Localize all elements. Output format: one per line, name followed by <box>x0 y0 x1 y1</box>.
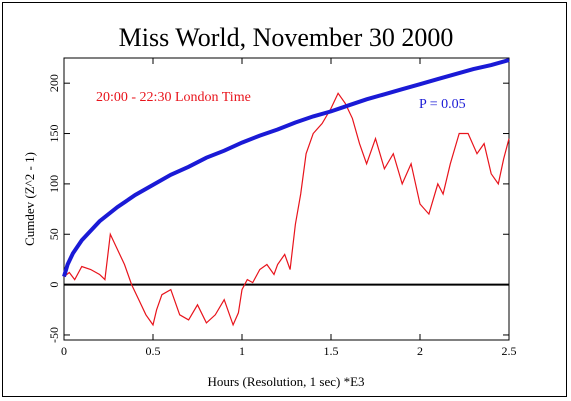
x-axis-label: Hours (Resolution, 1 sec) *E3 <box>207 374 364 389</box>
y-tick-label: 50 <box>47 228 61 240</box>
chart-title: Miss World, November 30 2000 <box>119 23 454 52</box>
y-tick-label: 100 <box>47 175 61 193</box>
y-tick-label: 0 <box>47 282 61 288</box>
y-axis-label: Cumdev (Z^2 - 1) <box>22 152 37 246</box>
x-axis: 0 0.5 1 1.5 2 2.5 <box>61 58 517 358</box>
cumdev-series-line <box>63 92 510 327</box>
y-tick-label: 200 <box>47 74 61 92</box>
plot-area <box>63 57 510 341</box>
x-tick-label: 2.5 <box>502 344 517 358</box>
y-axis: -50 0 50 100 150 200 <box>47 74 509 343</box>
p005-envelope-line <box>62 58 510 278</box>
y-tick-label: 150 <box>47 125 61 143</box>
x-tick-label: 1.5 <box>324 344 339 358</box>
x-tick-label: 1 <box>239 344 245 358</box>
p-value-annotation: P = 0.05 <box>419 97 466 112</box>
x-tick-label: 0 <box>61 344 67 358</box>
x-tick-label: 2 <box>417 344 423 358</box>
time-range-annotation: 20:00 - 22:30 London Time <box>96 90 251 105</box>
x-tick-label: 0.5 <box>146 344 161 358</box>
y-tick-label: -50 <box>47 327 61 343</box>
